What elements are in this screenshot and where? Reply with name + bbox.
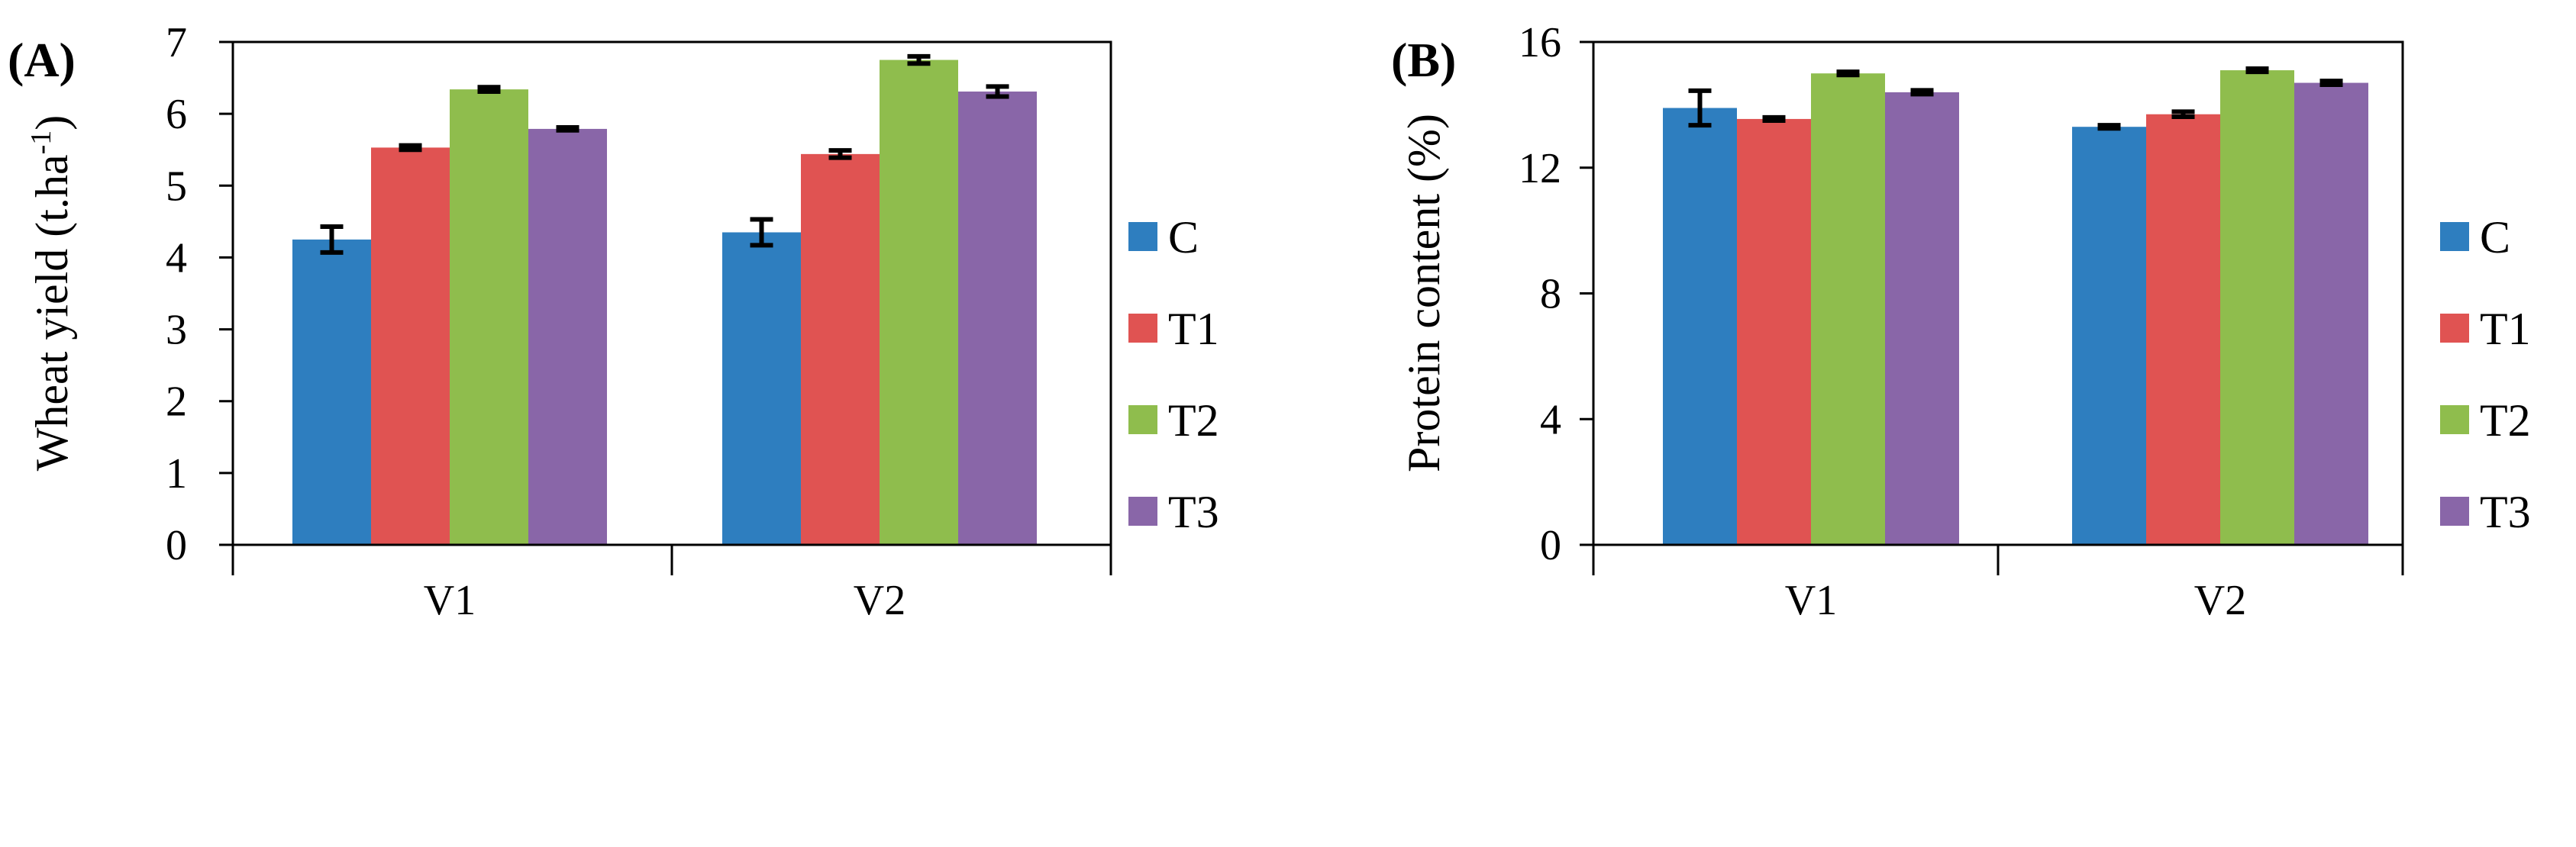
bar-t1-v1 <box>371 147 450 545</box>
y-tick-label: 5 <box>166 163 187 210</box>
y-tick-label: 1 <box>166 450 187 498</box>
legend-swatch-t2 <box>2440 405 2469 434</box>
bar-t3-v1 <box>1885 92 1959 545</box>
y-axis-title: Wheat yield (t.ha-1) <box>25 115 77 471</box>
y-tick-label: 3 <box>166 307 187 354</box>
legend-label-t3: T3 <box>2480 487 2531 537</box>
error-bar-t1-v1 <box>1762 114 1786 123</box>
bar-t2-v2 <box>880 60 958 546</box>
legend-label-t1: T1 <box>2480 304 2531 354</box>
bar-c-v1 <box>1663 108 1737 545</box>
bar-t2-v1 <box>1811 73 1885 545</box>
legend-swatch-t3 <box>1128 497 1157 526</box>
bar-t3-v1 <box>528 128 607 546</box>
y-axis-title-superscript: -1 <box>25 130 57 155</box>
y-tick-label: 4 <box>1540 396 1561 443</box>
bar-t1-v2 <box>801 153 880 545</box>
error-bar-t3-v2 <box>986 84 1009 99</box>
legend-label-c: C <box>2480 212 2510 262</box>
error-bar-c-v1 <box>1688 88 1712 128</box>
error-bar-c-v1 <box>320 224 344 255</box>
chart-panel-a: (A) 0 1 2 3 4 5 6 7 V1 V2 Wheat yield (t.ha-1) C T1 T2… <box>8 19 1219 624</box>
legend-swatch-t1 <box>1128 314 1157 343</box>
legend-label-c: C <box>1168 212 1199 262</box>
y-tick-label: 16 <box>1519 19 1561 66</box>
error-bar-t1-v2 <box>2171 109 2195 120</box>
legend: C T1 T2 T3 <box>1128 212 1219 537</box>
panel-label: (A) <box>8 33 76 87</box>
bar-t1-v1 <box>1737 118 1811 546</box>
panel-label: (B) <box>1391 33 1456 87</box>
chart-panel-b: (B) 0 4 8 12 16 V1 V2 Protein content (%) C T1 T2 T3 <box>1391 19 2531 624</box>
bar-t3-v2 <box>958 91 1037 546</box>
legend-swatch-t1 <box>2440 314 2469 343</box>
error-bar-t3-v2 <box>2319 79 2343 88</box>
y-tick-label: 4 <box>166 234 187 282</box>
bar-t2-v1 <box>450 89 528 546</box>
y-tick-label: 6 <box>166 91 187 138</box>
y-tick-label: 8 <box>1540 271 1561 318</box>
legend-label-t3: T3 <box>1168 487 1219 537</box>
error-bar-t2-v1 <box>1836 69 1860 78</box>
legend-swatch-t3 <box>2440 497 2469 526</box>
error-bar-c-v2 <box>2097 123 2121 131</box>
y-tick-label: 0 <box>1540 522 1561 569</box>
error-bar-t3-v1 <box>1910 88 1934 97</box>
bar-c-v2 <box>2072 127 2146 546</box>
x-category-label: V2 <box>854 577 905 624</box>
y-axis-title-main: Wheat yield (t.ha <box>27 154 77 471</box>
y-tick-label: 2 <box>166 378 187 426</box>
legend-label-t2: T2 <box>1168 395 1219 446</box>
x-category-label: V1 <box>424 577 476 624</box>
bar-c-v2 <box>722 232 801 545</box>
error-bar-t2-v2 <box>2245 66 2269 75</box>
y-axis-title-end: ) <box>27 115 77 130</box>
x-category-label: V1 <box>1785 577 1837 624</box>
legend-swatch-t2 <box>1128 405 1157 434</box>
bar-t2-v2 <box>2220 70 2294 546</box>
error-bar-t1-v2 <box>828 148 852 160</box>
bar-c-v1 <box>292 239 371 545</box>
y-axis-title-main: Protein content (%) <box>1399 114 1449 472</box>
x-category-label: V2 <box>2194 577 2246 624</box>
error-bar-t3-v1 <box>556 125 579 133</box>
legend: C T1 T2 T3 <box>2440 212 2531 537</box>
error-bar-t1-v1 <box>399 143 422 153</box>
error-bar-t2-v2 <box>907 53 931 66</box>
bar-t3-v2 <box>2294 82 2368 545</box>
error-bar-t2-v1 <box>477 85 501 94</box>
legend-swatch-c <box>1128 222 1157 251</box>
bar-t1-v2 <box>2146 114 2220 545</box>
error-bar-c-v2 <box>750 217 773 248</box>
legend-swatch-c <box>2440 222 2469 251</box>
y-tick-label: 7 <box>166 19 187 66</box>
y-axis-title: Protein content (%) <box>1399 114 1449 472</box>
y-tick-label: 0 <box>166 522 187 569</box>
legend-label-t2: T2 <box>2480 395 2531 446</box>
y-tick-label: 12 <box>1519 145 1561 192</box>
legend-label-t1: T1 <box>1168 304 1219 354</box>
